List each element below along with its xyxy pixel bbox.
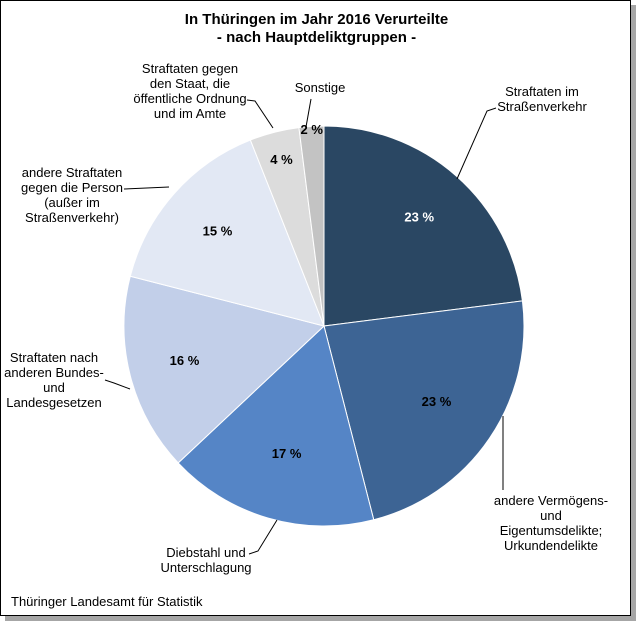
- leader-line-sonstige: [305, 98, 312, 128]
- pie-label-strassenverkehr: Straftaten im Straßenverkehr: [497, 84, 587, 114]
- pie-pct-label-3: 16 %: [170, 353, 200, 368]
- pie-label-sonstige: Sonstige: [294, 80, 346, 95]
- pie-slice-0: [323, 125, 523, 327]
- pie-percent-labels: 23 % 23 % 17 % 16 % 15 % 4 % 2 %: [170, 122, 452, 461]
- chart-title-line2: - nach Hauptdeliktgruppen -: [216, 29, 417, 46]
- frame-shadow-bottom: [5, 616, 631, 621]
- pie-slice-4: [129, 139, 325, 327]
- leader-line-person: [123, 186, 170, 190]
- pie-label-vermoegens: andere Vermögens- und Eigentumsdelikte; …: [493, 493, 609, 553]
- pie-slice-6: [298, 125, 325, 327]
- leader-line-strassenverkehr: [456, 107, 497, 180]
- pie-slice-3: [123, 275, 326, 464]
- leader-line-staat: [246, 99, 274, 129]
- pie-label-person: andere Straftaten gegen die Person (auße…: [21, 165, 123, 225]
- pie-slice-2: [177, 325, 375, 527]
- pie-pct-label-0: 23 %: [404, 209, 434, 224]
- pie-label-bundes: Straftaten nach anderen Bundes- und Land…: [4, 350, 104, 410]
- chart-title-line1: In Thüringen im Jahr 2016 Verurteilte: [184, 11, 449, 28]
- pie-slice-1: [323, 300, 525, 521]
- chart-title: In Thüringen im Jahr 2016 Verurteilte - …: [1, 11, 632, 47]
- pie-slices: [123, 125, 525, 527]
- pie-pct-label-4: 15 %: [203, 224, 233, 239]
- leader-line-diebstahl: [248, 519, 278, 555]
- pie-label-diebstahl: Diebstahl und Unterschlagung: [160, 545, 252, 575]
- frame-shadow-right: [631, 5, 636, 621]
- leader-line-bundes: [104, 379, 131, 390]
- pie-pct-label-5: 4 %: [270, 152, 293, 167]
- leader-lines: [104, 98, 504, 555]
- pie-pct-label-2: 17 %: [272, 446, 302, 461]
- pie-pct-label-6: 2 %: [300, 122, 323, 137]
- pie-pct-label-1: 23 %: [422, 394, 452, 409]
- pie-label-staat: Straftaten gegen den Staat, die öffentli…: [133, 61, 247, 121]
- source-note: Thüringer Landesamt für Statistik: [11, 594, 203, 609]
